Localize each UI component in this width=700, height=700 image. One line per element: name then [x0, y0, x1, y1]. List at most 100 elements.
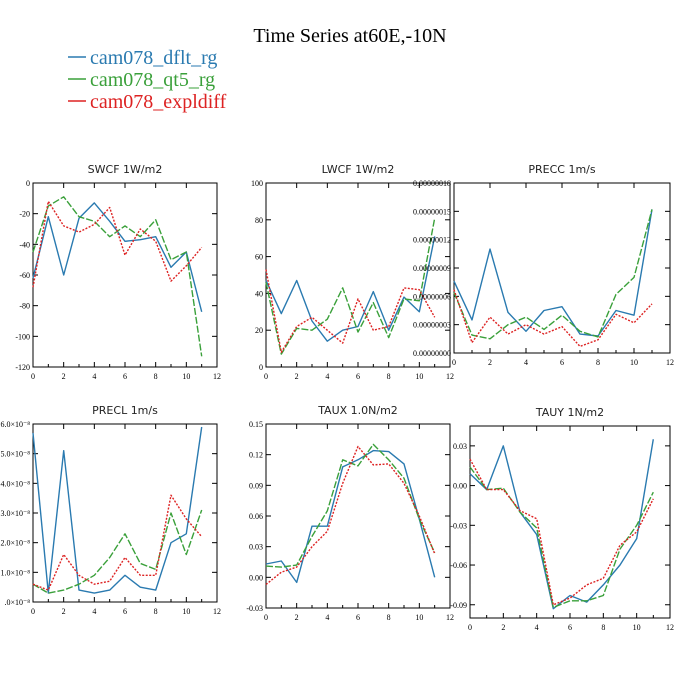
x-tick-label: 6 [560, 358, 564, 367]
chart-title: LWCF 1W/m2 [322, 163, 395, 176]
series-line [469, 466, 654, 609]
series-line [32, 200, 203, 288]
series-line [265, 269, 436, 353]
y-tick-label: 0.06 [249, 512, 263, 521]
legend-entry: cam078_qt5_rg [90, 69, 215, 91]
x-tick-label: 8 [154, 607, 158, 616]
y-tick-label: 0.00000015 [413, 207, 451, 216]
chart-title: PRECL 1m/s [92, 404, 158, 417]
x-tick-label: 8 [387, 613, 391, 622]
chart-title: TAUX 1.0N/m2 [317, 404, 398, 417]
y-tick-label: 0.09 [249, 481, 263, 490]
y-tick-label: 4.0×10⁻⁸ [0, 479, 30, 488]
series-line [32, 426, 203, 594]
x-tick-label: 6 [123, 607, 127, 616]
y-tick-label: 2.0×10⁻⁸ [0, 539, 30, 548]
series-line [453, 209, 653, 340]
x-tick-label: 10 [630, 358, 638, 367]
x-tick-label: 8 [387, 372, 391, 381]
x-tick-label: 8 [154, 372, 158, 381]
x-tick-label: 6 [568, 623, 572, 632]
y-tick-label: 5.0×10⁻⁸ [0, 450, 30, 459]
y-tick-label: 0.00 [453, 482, 467, 491]
y-tick-label: 0.00000000 [413, 349, 451, 358]
x-tick-label: 10 [182, 607, 190, 616]
x-tick-label: 10 [415, 372, 423, 381]
y-tick-label: 0.00000006 [413, 292, 451, 301]
chart-panel: TAUY 1N/m2 0 2 4 6 8 10 12 0.03 0.00 -0.03 -0.06 -0.… [450, 406, 674, 632]
series-line [453, 209, 653, 337]
series-line [265, 443, 436, 568]
chart-panel: TAUX 1.0N/m2 0 2 4 6 8 10 12 -0.03 0.00 0.03 0.06 0.… [246, 404, 454, 622]
y-tick-label: -0.03 [450, 521, 467, 530]
chart-panel: SWCF 1W/m2 0 2 4 6 8 10 12 0 -20 -40 -60 -80 -100 -120 [15, 163, 221, 381]
x-tick-label: 0 [468, 623, 472, 632]
x-tick-label: 10 [182, 372, 190, 381]
y-tick-label: -100 [15, 332, 30, 341]
y-tick-label: -0.06 [450, 561, 467, 570]
x-tick-label: 2 [62, 372, 66, 381]
legend-entry: cam078_dflt_rg [90, 47, 217, 69]
x-tick-label: 12 [213, 372, 221, 381]
series-line [265, 445, 436, 586]
y-tick-label: 0.12 [249, 451, 263, 460]
figure-title: Time Series at60E,-10N [253, 25, 446, 47]
chart-panel: LWCF 1W/m2 0 2 4 6 8 10 12 0 20 40 60 80 100 [251, 163, 454, 381]
x-tick-label: 4 [524, 358, 528, 367]
x-tick-label: 12 [446, 613, 454, 622]
chart-panels: SWCF 1W/m2 0 2 4 6 8 10 12 0 -20 -40 -60 -80 -100 -120… [0, 163, 674, 632]
legend: cam078_dflt_rgcam078_qt5_rgcam078_expldi… [68, 47, 227, 113]
x-tick-label: 0 [264, 372, 268, 381]
x-tick-label: 8 [601, 623, 605, 632]
x-tick-label: 12 [213, 607, 221, 616]
y-tick-label: 20 [255, 326, 263, 335]
series-line [265, 449, 436, 584]
x-tick-label: 10 [633, 623, 641, 632]
series-line [453, 289, 653, 348]
y-tick-label: -20 [19, 210, 30, 219]
y-tick-label: 60 [255, 253, 263, 262]
y-tick-label: 0.03 [453, 442, 467, 451]
series-line [32, 509, 203, 594]
y-tick-label: -40 [19, 240, 30, 249]
x-tick-label: 4 [325, 372, 329, 381]
x-tick-label: 0 [31, 607, 35, 616]
y-tick-label: -0.09 [450, 601, 467, 610]
y-tick-label: 6.0×10⁻⁸ [0, 420, 30, 429]
chart-panel: PRECC 1m/s 0 2 4 6 8 10 12 0.00000000 0.00000003 0… [413, 163, 674, 367]
y-tick-label: 80 [255, 216, 263, 225]
y-tick-label: -0.03 [246, 604, 263, 613]
x-tick-label: 12 [446, 372, 454, 381]
x-tick-label: 0 [452, 358, 456, 367]
x-tick-label: 2 [295, 372, 299, 381]
y-tick-label: 0.00000018 [413, 179, 451, 188]
y-tick-label: 0 [26, 179, 30, 188]
legend-entry: cam078_expldiff [90, 91, 227, 113]
y-tick-label: -80 [19, 302, 30, 311]
y-tick-label: 40 [255, 289, 263, 298]
x-tick-label: 4 [535, 623, 539, 632]
series-line [469, 439, 654, 610]
x-tick-label: 4 [92, 372, 96, 381]
series-line [265, 217, 436, 355]
x-tick-label: 2 [501, 623, 505, 632]
y-tick-label: -120 [15, 363, 30, 372]
x-tick-label: 12 [666, 623, 674, 632]
chart-title: PRECC 1m/s [528, 163, 596, 176]
y-tick-label: 0.00000009 [413, 264, 451, 273]
y-tick-label: 3.0×10⁻⁸ [0, 509, 30, 518]
x-tick-label: 6 [356, 372, 360, 381]
x-tick-label: 4 [325, 613, 329, 622]
x-tick-label: 2 [488, 358, 492, 367]
y-tick-label: 1.0×10⁻⁸ [0, 568, 30, 577]
y-tick-label: .0×10⁻⁸ [4, 598, 30, 607]
x-tick-label: 4 [92, 607, 96, 616]
x-tick-label: 0 [264, 613, 268, 622]
y-tick-label: -60 [19, 271, 30, 280]
chart-title: SWCF 1W/m2 [88, 163, 163, 176]
y-tick-label: 0.00000003 [413, 321, 451, 330]
x-tick-label: 2 [62, 607, 66, 616]
x-tick-label: 12 [666, 358, 674, 367]
chart-panel: PRECL 1m/s 0 2 4 6 8 10 12 .0×10⁻⁸ 1.0×10⁻⁸ 2.0×10… [0, 404, 221, 616]
